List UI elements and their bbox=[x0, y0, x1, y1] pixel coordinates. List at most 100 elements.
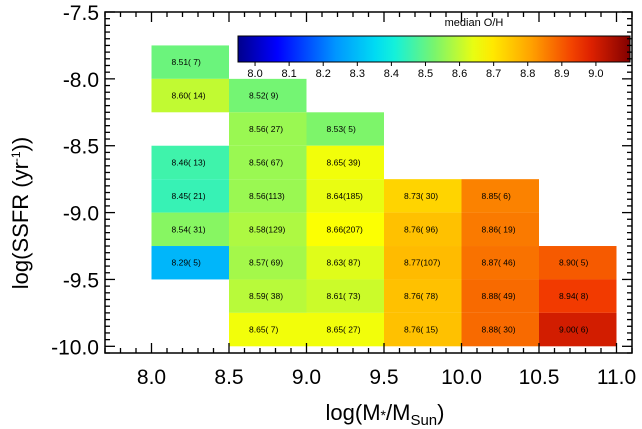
heatmap-cell bbox=[151, 45, 229, 79]
x-tick-label: 10.5 bbox=[519, 366, 560, 389]
heatmap-cell bbox=[229, 312, 307, 347]
x-tick-label: 8.5 bbox=[214, 366, 243, 389]
x-tick-label: 8.0 bbox=[137, 366, 166, 389]
colorbar-tick-label: 8.5 bbox=[418, 68, 433, 80]
cell-value-label: 8.66(207) bbox=[327, 224, 364, 234]
x-tick-label: 9.0 bbox=[292, 366, 321, 389]
colorbar-gradient bbox=[237, 35, 631, 63]
colorbar-tick-label: 9.0 bbox=[588, 68, 603, 80]
cell-value-label: 8.56(113) bbox=[249, 191, 285, 201]
colorbar-tick-label: 8.7 bbox=[486, 68, 501, 80]
heatmap-cell bbox=[229, 279, 307, 313]
heatmap-cell bbox=[229, 212, 307, 247]
y-tick-label: -9.0 bbox=[63, 203, 99, 226]
x-axis-title: log(M*/MSun) bbox=[326, 400, 445, 429]
heatmap-cell bbox=[229, 246, 307, 280]
heatmap-cell bbox=[461, 312, 539, 347]
y-tick-label: -9.5 bbox=[63, 269, 99, 292]
heatmap-cell bbox=[306, 246, 384, 280]
heatmap-cell bbox=[306, 112, 384, 146]
heatmap-cell bbox=[229, 78, 307, 113]
heatmap-cell bbox=[151, 246, 229, 280]
cell-value-label: 8.45( 21) bbox=[172, 191, 206, 201]
heatmap-cell bbox=[539, 279, 617, 313]
heatmap-cell bbox=[229, 145, 307, 180]
heatmap-cell bbox=[461, 212, 539, 247]
cell-value-label: 8.58(129) bbox=[249, 224, 286, 234]
cell-value-label: 8.57( 69) bbox=[249, 258, 283, 268]
colorbar-tick-label: 8.0 bbox=[247, 68, 262, 80]
y-tick-label: -7.5 bbox=[63, 2, 99, 25]
cell-value-label: 8.52( 9) bbox=[249, 91, 278, 101]
colorbar-ticks: 8.0 8.1 8.2 8.3 8.4 8.5 8.6 8.7 8.8 8.9 9.0 bbox=[247, 62, 604, 80]
cell-value-label: 8.60( 14) bbox=[172, 91, 206, 101]
cell-value-label: 9.00( 6) bbox=[559, 325, 588, 335]
heatmap-cell bbox=[306, 179, 384, 213]
heatmap-cell bbox=[229, 112, 307, 146]
colorbar-tick-label: 8.2 bbox=[316, 68, 331, 80]
heatmap-cell bbox=[461, 279, 539, 313]
y-tick-label: -8.0 bbox=[63, 69, 99, 92]
colorbar-tick-label: 8.9 bbox=[554, 68, 569, 80]
y-axis-title: log(SSFR (yr-1)) bbox=[8, 137, 33, 289]
colorbar-tick-label: 8.1 bbox=[281, 68, 296, 80]
colorbar-tick-label: 8.4 bbox=[384, 68, 399, 80]
cell-value-label: 8.56( 67) bbox=[249, 157, 283, 167]
cell-value-label: 8.65( 39) bbox=[327, 157, 361, 167]
heatmap-cell bbox=[151, 212, 229, 247]
heatmap-cell bbox=[384, 279, 462, 313]
cell-value-label: 8.59( 38) bbox=[249, 291, 283, 301]
heatmap-cell bbox=[151, 78, 229, 113]
cell-value-label: 8.85( 6) bbox=[482, 191, 511, 201]
cell-value-label: 8.90( 5) bbox=[559, 258, 588, 268]
y-tick-label: -10.0 bbox=[51, 336, 99, 359]
heatmap-cell bbox=[539, 312, 617, 347]
colorbar-tick-label: 8.8 bbox=[520, 68, 535, 80]
heatmap-cell bbox=[229, 179, 307, 213]
heatmap-cell bbox=[306, 279, 384, 313]
cell-value-label: 8.63( 87) bbox=[327, 258, 361, 268]
axis-tick-labels: 8.0 8.5 9.0 9.5 10.0 10.5 11.0 -7.5 -8.0 -8.5 -9.0… bbox=[51, 2, 636, 389]
cell-value-label: 8.86( 19) bbox=[482, 224, 516, 234]
colorbar-title: median O/H bbox=[445, 17, 504, 29]
cell-value-label: 8.77(107) bbox=[404, 258, 441, 268]
cell-value-label: 8.46( 13) bbox=[172, 157, 206, 167]
heatmap-cell bbox=[384, 179, 462, 213]
heatmap-cell bbox=[151, 145, 229, 180]
cell-value-label: 8.88( 30) bbox=[482, 325, 516, 335]
cell-value-label: 8.56( 27) bbox=[249, 124, 283, 134]
heatmap-cell bbox=[539, 246, 617, 280]
cell-value-label: 8.51( 7) bbox=[172, 57, 201, 67]
heatmap-cell bbox=[461, 179, 539, 213]
cell-value-label: 8.54( 31) bbox=[172, 224, 206, 234]
heatmap-cell bbox=[306, 312, 384, 347]
cell-value-label: 8.76( 15) bbox=[404, 325, 438, 335]
heatmap-cell bbox=[384, 312, 462, 347]
cell-value-label: 8.76( 78) bbox=[404, 291, 438, 301]
heatmap-cell bbox=[151, 179, 229, 213]
colorbar-tick-label: 8.6 bbox=[452, 68, 467, 80]
cell-value-label: 8.94( 8) bbox=[559, 291, 588, 301]
colorbar-tick-label: 8.3 bbox=[350, 68, 365, 80]
cell-value-label: 8.88( 49) bbox=[482, 291, 516, 301]
x-tick-label: 10.0 bbox=[441, 366, 482, 389]
heatmap-cell bbox=[384, 246, 462, 280]
cell-value-label: 8.73( 30) bbox=[404, 191, 438, 201]
cell-value-label: 8.87( 46) bbox=[482, 258, 516, 268]
x-tick-label: 9.5 bbox=[369, 366, 398, 389]
cells-layer: 8.51( 7) 8.60( 14) 8.46( 13) 8.45( 21) 8.54(… bbox=[151, 45, 617, 347]
cell-value-label: 8.53( 5) bbox=[327, 124, 356, 134]
heatmap-cell bbox=[306, 212, 384, 247]
x-tick-label: 11.0 bbox=[597, 366, 636, 389]
cell-value-label: 8.65( 7) bbox=[249, 325, 278, 335]
cell-value-label: 8.29( 5) bbox=[172, 258, 201, 268]
cell-value-label: 8.65( 27) bbox=[327, 325, 361, 335]
cell-value-label: 8.76( 96) bbox=[404, 224, 438, 234]
heatmap-cell bbox=[461, 246, 539, 280]
axis-ticks bbox=[104, 11, 633, 354]
cell-value-label: 8.61( 73) bbox=[327, 291, 361, 301]
heatmap-cell bbox=[384, 212, 462, 247]
cell-value-label: 8.64(185) bbox=[327, 191, 364, 201]
y-tick-label: -8.5 bbox=[63, 136, 99, 159]
